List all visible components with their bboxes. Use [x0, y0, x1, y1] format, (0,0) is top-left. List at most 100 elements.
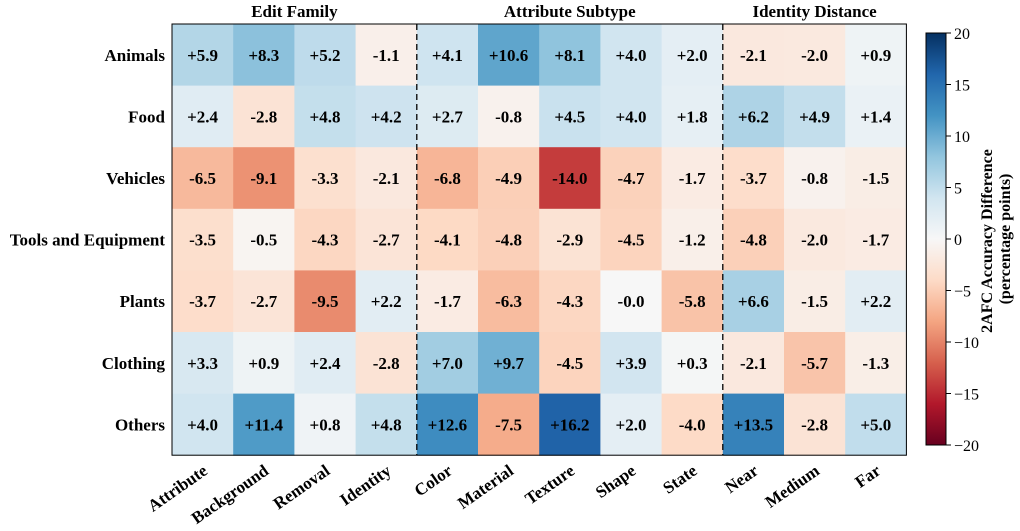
heatmap-cell	[355, 332, 418, 395]
cell-value-label: -9.1	[250, 169, 277, 188]
cell-value-label: -4.8	[495, 231, 522, 250]
heatmap-cell	[784, 270, 846, 333]
heatmap-cell	[539, 147, 601, 210]
heatmap-cell	[661, 332, 724, 395]
heatmap-cell	[845, 393, 907, 456]
colorbar-tick-label: 5	[954, 181, 962, 198]
cell-value-label: +2.2	[371, 292, 402, 311]
colorbar-gradient	[925, 32, 947, 446]
cell-value-label: -0.5	[250, 231, 277, 250]
cell-value-label: +3.3	[187, 354, 218, 373]
cell-value-label: -4.5	[556, 354, 583, 373]
cell-value-label: +0.3	[677, 354, 708, 373]
heatmap-cell	[416, 270, 479, 333]
heatmap-cell	[784, 208, 846, 271]
row-label: Tools and Equipment	[10, 231, 166, 250]
cell-value-label: -4.0	[679, 415, 706, 434]
cell-value-label: -5.7	[801, 354, 828, 373]
heatmap-cell	[294, 393, 357, 456]
heatmap-cell	[294, 147, 357, 210]
heatmap-cell	[784, 147, 846, 210]
cell-value-label: -2.0	[801, 231, 828, 250]
cell-value-label: -0.8	[801, 169, 828, 188]
heatmap-cell	[600, 24, 663, 87]
cell-value-label: -9.5	[312, 292, 339, 311]
heatmap-cell	[478, 85, 540, 148]
cell-value-label: +0.8	[310, 415, 341, 434]
heatmap-cell	[172, 393, 234, 456]
row-label: Plants	[120, 292, 166, 311]
colorbar-tick-label: 0	[954, 232, 962, 249]
cell-value-label: -6.3	[495, 292, 522, 311]
cell-value-label: -6.5	[189, 169, 216, 188]
heatmap-cell	[600, 270, 663, 333]
column-group-label: Edit Family	[251, 2, 338, 21]
cell-value-label: -0.8	[495, 107, 522, 126]
cell-value-label: +5.9	[187, 46, 218, 65]
cell-value-label: -1.3	[862, 354, 889, 373]
cell-value-label: -2.8	[373, 354, 400, 373]
heatmap-cell	[416, 24, 479, 87]
cell-value-label: +5.0	[860, 415, 891, 434]
heatmap-cell	[416, 332, 479, 395]
row-labels: Animals Food Vehicles Tools and Equipment Pl…	[10, 46, 166, 435]
heatmap-cell	[845, 332, 907, 395]
cell-value-label: +10.6	[489, 46, 528, 65]
cell-value-label: -2.7	[373, 231, 400, 250]
cell-value-label: +8.3	[248, 46, 279, 65]
heatmap-cell	[539, 85, 601, 148]
heatmap-cell	[661, 85, 724, 148]
cell-value-label: -6.8	[434, 169, 461, 188]
heatmap-cell	[355, 85, 418, 148]
heatmap-cell	[661, 393, 724, 456]
heatmap-cell	[722, 270, 785, 333]
heatmap-cell	[600, 208, 663, 271]
cell-value-label: +4.0	[187, 415, 218, 434]
cell-value-label: +1.8	[677, 107, 708, 126]
cell-value-label: +8.1	[554, 46, 585, 65]
column-label: State	[659, 461, 700, 498]
column-label: Medium	[762, 461, 823, 512]
heatmap-cell	[172, 85, 234, 148]
cell-value-label: -14.0	[552, 169, 587, 188]
heatmap-cell	[172, 147, 234, 210]
cell-value-label: +4.1	[432, 46, 463, 65]
heatmap-cell	[478, 270, 540, 333]
cell-value-label: -2.7	[250, 292, 277, 311]
cell-value-label: +1.4	[860, 107, 891, 126]
heatmap-cell	[722, 147, 785, 210]
heatmap-cell	[355, 208, 418, 271]
cell-value-label: -4.1	[434, 231, 461, 250]
row-label: Vehicles	[106, 169, 165, 188]
colorbar: −20 −15 −10 −5 0 5 10 15 20 2AFC Accuracy Differ…	[925, 26, 1014, 455]
heatmap-cell	[355, 393, 418, 456]
heatmap-cell	[172, 332, 234, 395]
cell-value-label: -5.8	[679, 292, 706, 311]
heatmap-cell	[539, 24, 601, 87]
heatmap-cell	[233, 270, 295, 333]
heatmap-cell	[845, 24, 907, 87]
colorbar-tick-label: −20	[954, 438, 979, 455]
heatmap-cell	[722, 24, 785, 87]
heatmap-cell	[845, 208, 907, 271]
heatmap-cell	[355, 270, 418, 333]
heatmap-cell	[233, 85, 295, 148]
heatmap-cell	[233, 147, 295, 210]
cell-value-label: -0.0	[618, 292, 645, 311]
heatmap-cell	[478, 393, 540, 456]
cell-value-label: +2.4	[187, 107, 218, 126]
heatmap-cell	[478, 24, 540, 87]
cell-value-label: -3.5	[189, 231, 216, 250]
heatmap-cells	[172, 24, 907, 456]
heatmap-cell	[600, 393, 663, 456]
colorbar-tick-label: 10	[954, 129, 970, 146]
column-label: Far	[852, 461, 885, 492]
cell-value-label: +4.9	[799, 107, 830, 126]
cell-value-label: +5.2	[310, 46, 341, 65]
cell-value-label: -1.7	[434, 292, 461, 311]
heatmap-frame	[171, 23, 907, 456]
cell-value-label: +0.9	[860, 46, 891, 65]
cell-value-label: -4.7	[618, 169, 645, 188]
heatmap-cell	[539, 208, 601, 271]
heatmap-cell	[722, 208, 785, 271]
